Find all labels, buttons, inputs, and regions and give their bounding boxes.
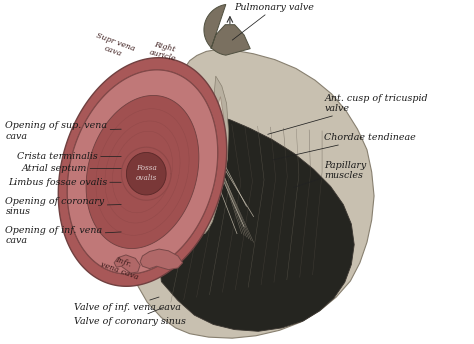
Text: Opening of sup. vena
cava: Opening of sup. vena cava bbox=[5, 121, 121, 141]
Polygon shape bbox=[204, 4, 250, 55]
Polygon shape bbox=[210, 97, 224, 172]
Text: Infr.
vena cava: Infr. vena cava bbox=[100, 251, 143, 281]
Text: Crista terminalis: Crista terminalis bbox=[17, 152, 121, 161]
Text: Pulmonary valve: Pulmonary valve bbox=[232, 3, 315, 40]
Polygon shape bbox=[136, 49, 374, 338]
Polygon shape bbox=[67, 70, 218, 274]
Polygon shape bbox=[58, 58, 227, 286]
Text: Ant. cusp of tricuspid
valve: Ant. cusp of tricuspid valve bbox=[268, 94, 428, 134]
Text: Limbus fossae ovalis: Limbus fossae ovalis bbox=[8, 178, 121, 187]
Text: Valve of inf. vena cava: Valve of inf. vena cava bbox=[74, 297, 181, 312]
Polygon shape bbox=[67, 70, 218, 274]
Polygon shape bbox=[114, 255, 140, 273]
Text: Chordae tendineae: Chordae tendineae bbox=[273, 133, 416, 160]
Polygon shape bbox=[151, 110, 354, 331]
Text: Papillary
muscles: Papillary muscles bbox=[294, 161, 367, 187]
Text: Valve of coronary sinus: Valve of coronary sinus bbox=[74, 307, 186, 325]
Polygon shape bbox=[127, 152, 166, 195]
Polygon shape bbox=[140, 249, 182, 270]
Polygon shape bbox=[86, 96, 199, 248]
Polygon shape bbox=[203, 76, 228, 234]
Text: Supr vena
cava: Supr vena cava bbox=[92, 32, 136, 62]
Text: Right
auricle: Right auricle bbox=[148, 40, 179, 63]
Text: Fossa
ovalis: Fossa ovalis bbox=[136, 164, 157, 182]
Text: Atrial septum: Atrial septum bbox=[22, 164, 121, 173]
Text: Opening of inf. vena
cava: Opening of inf. vena cava bbox=[5, 226, 121, 245]
Text: Opening of coronary
sinus: Opening of coronary sinus bbox=[5, 196, 121, 216]
